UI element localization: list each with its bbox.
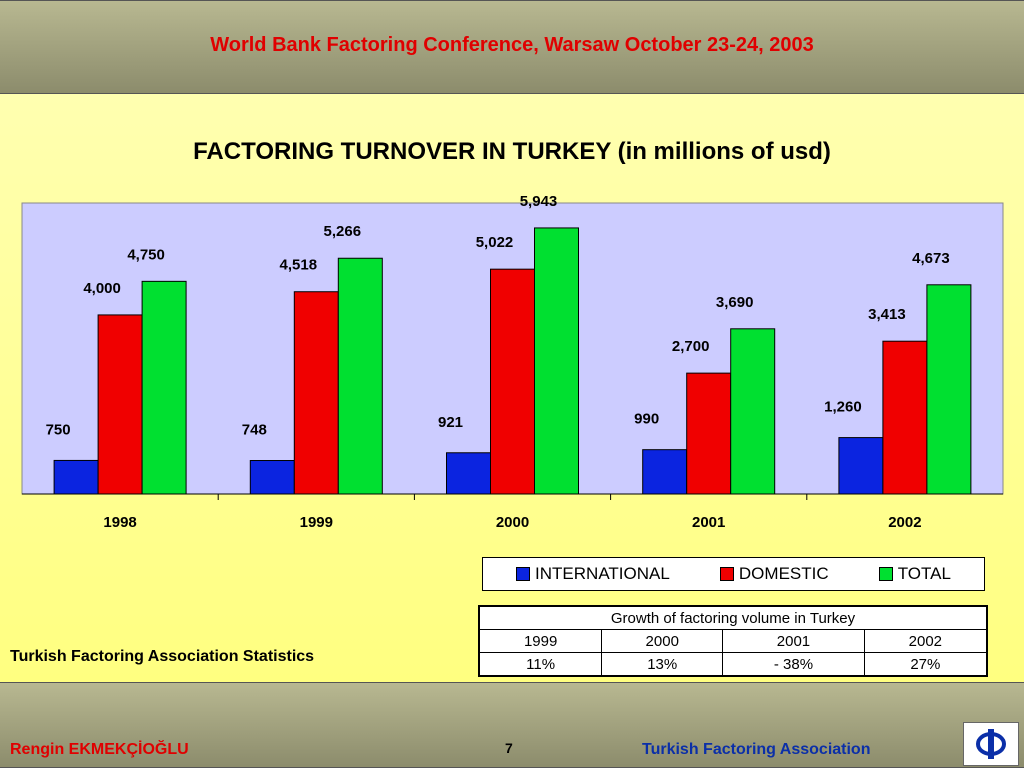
legend-item-international: INTERNATIONAL <box>516 564 670 584</box>
bar-total <box>730 328 776 495</box>
bar-domestic <box>490 268 535 495</box>
growth-table-value: 11% <box>478 652 603 677</box>
data-label: 3,413 <box>868 306 906 323</box>
bar-total <box>534 227 579 495</box>
legend-swatch-total <box>878 567 893 581</box>
x-tick-label: 2002 <box>888 514 921 531</box>
growth-table-year: 1999 <box>478 629 603 653</box>
data-label-group: 750 4,000 4,750 748 4,518 5,266 921 5,022 5,943 9… <box>46 193 950 439</box>
growth-table-year: 2001 <box>722 629 865 653</box>
growth-table-year-row: 1999 2000 2001 2002 <box>478 629 988 653</box>
legend-label-international: INTERNATIONAL <box>535 564 670 583</box>
footer-organization: Turkish Factoring Association <box>642 741 871 758</box>
bar-international <box>838 437 884 495</box>
data-label: 4,518 <box>280 257 318 274</box>
data-label: 4,750 <box>127 246 165 263</box>
bar-domestic <box>686 372 732 495</box>
data-label: 5,266 <box>324 223 362 240</box>
bar-total <box>141 280 187 495</box>
growth-table-year: 2000 <box>601 629 724 653</box>
legend-item-total: TOTAL <box>878 564 951 584</box>
data-label: 4,673 <box>912 250 950 267</box>
header-band <box>0 0 1024 94</box>
data-label: 990 <box>634 411 659 428</box>
growth-table: Growth of factoring volume in Turkey 199… <box>478 605 988 677</box>
chart-title: FACTORING TURNOVER IN TURKEY (in million… <box>193 138 831 165</box>
legend-swatch-international <box>516 567 531 581</box>
data-label: 3,690 <box>716 294 754 311</box>
data-label: 921 <box>438 414 463 431</box>
x-tick-label: 1998 <box>103 514 136 531</box>
bar-international <box>53 459 99 495</box>
data-label: 5,022 <box>476 234 514 251</box>
bar-group <box>53 227 972 495</box>
header-title: World Bank Factoring Conference, Warsaw … <box>210 34 814 56</box>
x-tick-label: 2000 <box>496 514 529 531</box>
legend-label-domestic: DOMESTIC <box>738 564 829 583</box>
legend-item-domestic: DOMESTIC <box>719 564 829 584</box>
phi-logo-icon <box>963 722 1019 766</box>
bar-international <box>446 452 491 495</box>
growth-table-value: 13% <box>601 652 724 677</box>
bar-total <box>337 257 383 495</box>
growth-table-value: - 38% <box>722 652 865 677</box>
bar-international <box>249 460 295 495</box>
chart-legend: INTERNATIONAL DOMESTIC TOTAL <box>482 557 985 591</box>
x-axis: 1998 1999 2000 2001 2002 <box>22 493 1003 531</box>
data-label: 750 <box>46 421 71 438</box>
growth-table-value-row: 11% 13% - 38% 27% <box>478 652 988 677</box>
page-number: 7 <box>505 740 513 756</box>
legend-label-total: TOTAL <box>897 564 951 583</box>
data-label: 4,000 <box>83 280 121 297</box>
growth-table-year: 2002 <box>863 629 988 653</box>
growth-table-title: Growth of factoring volume in Turkey <box>478 605 988 630</box>
data-label: 5,943 <box>520 193 558 210</box>
growth-table-value: 27% <box>863 652 988 677</box>
bar-total <box>926 284 972 495</box>
growth-table-title-row: Growth of factoring volume in Turkey <box>478 605 988 630</box>
footer-author: Rengin EKMEKÇİOĞLU <box>10 741 189 758</box>
data-label: 1,260 <box>824 399 862 416</box>
bar-domestic <box>97 314 143 495</box>
source-note: Turkish Factoring Association Statistics <box>10 648 315 665</box>
x-tick-label: 2001 <box>692 514 725 531</box>
bar-international <box>642 449 688 495</box>
bar-domestic <box>293 291 339 495</box>
x-tick-label: 1999 <box>300 514 333 531</box>
data-label: 2,700 <box>672 338 710 355</box>
bar-domestic <box>882 340 928 495</box>
data-label: 748 <box>242 422 267 439</box>
legend-swatch-domestic <box>719 567 734 581</box>
